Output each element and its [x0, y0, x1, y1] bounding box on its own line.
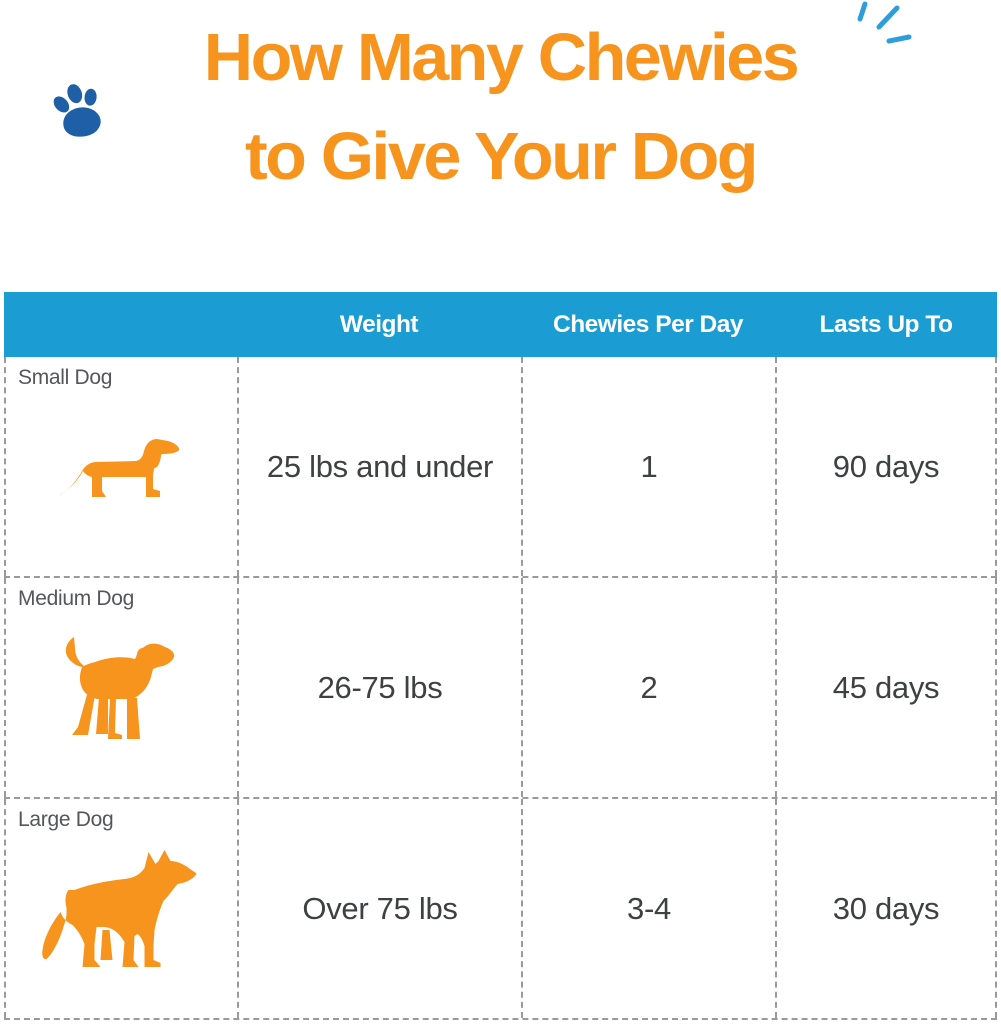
cell-large-dog-icon: Large Dog	[4, 799, 237, 1018]
cell-chewies: 2	[521, 578, 775, 797]
weight-value: 26-75 lbs	[317, 669, 443, 705]
paw-print-icon	[53, 84, 101, 137]
size-label: Small Dog	[18, 366, 113, 389]
page-title: How Many Chewies to Give Your Dog	[0, 8, 1001, 206]
cell-chewies: 3-4	[521, 799, 775, 1018]
table-header-row: Weight Chewies Per Day Lasts Up To	[4, 292, 997, 357]
lasts-value: 45 days	[832, 669, 940, 705]
cell-small-dog-icon: Small Dog	[4, 357, 237, 576]
lasts-value: 90 days	[832, 448, 940, 484]
dachshund-icon	[58, 438, 179, 497]
header-weight: Weight	[339, 310, 419, 338]
chewies-value: 1	[640, 448, 658, 484]
weight-value: Over 75 lbs	[302, 890, 458, 926]
cell-weight: 25 lbs and under	[237, 357, 521, 576]
beagle-icon	[65, 636, 174, 739]
page-title-line2: to Give Your Dog	[244, 119, 759, 194]
cell-lasts: 90 days	[775, 357, 997, 576]
dosage-table: Weight Chewies Per Day Lasts Up To Small…	[4, 292, 997, 1020]
husky-icon	[41, 850, 196, 967]
size-label: Large Dog	[18, 808, 114, 831]
table-row-small-dog: Small Dog 25 lbs and under 1 90 days	[4, 357, 997, 578]
header-lasts-up-to: Lasts Up To	[819, 310, 953, 338]
cell-weight: Over 75 lbs	[237, 799, 521, 1018]
table-row-medium-dog: Medium Dog 26-75 lbs 2 45 days	[4, 578, 997, 799]
cell-chewies: 1	[521, 357, 775, 576]
chewies-value: 2	[640, 669, 658, 705]
weight-value: 25 lbs and under	[266, 448, 494, 484]
page-title-line1: How Many Chewies	[203, 20, 800, 95]
chewies-value: 3-4	[627, 890, 671, 926]
cell-lasts: 45 days	[775, 578, 997, 797]
cell-weight: 26-75 lbs	[237, 578, 521, 797]
size-label: Medium Dog	[18, 587, 135, 610]
table-row-large-dog: Large Dog Over 75 lbs 3-4 30 days	[4, 799, 997, 1020]
header-chewies-per-day: Chewies Per Day	[553, 310, 743, 338]
sparkle-icon	[857, 1, 912, 44]
cell-lasts: 30 days	[775, 799, 997, 1018]
cell-medium-dog-icon: Medium Dog	[4, 578, 237, 797]
lasts-value: 30 days	[832, 890, 940, 926]
